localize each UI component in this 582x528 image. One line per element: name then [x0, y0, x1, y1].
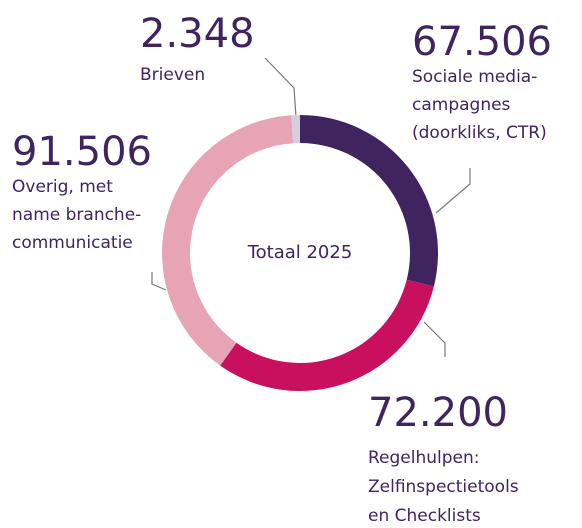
slice: [300, 115, 438, 287]
slice: [162, 115, 294, 366]
slice: [220, 279, 434, 391]
leader-line: [151, 272, 167, 291]
category-label: name branche-: [12, 205, 141, 225]
category-label: Sociale media-: [412, 67, 537, 87]
leader-line: [435, 168, 471, 214]
value-label: 2.348: [140, 11, 255, 57]
category-label: en Checklists: [368, 506, 481, 526]
category-label: Regelhulpen:: [368, 448, 480, 468]
value-label: 72.200: [368, 390, 508, 436]
value-label: 91.506: [12, 129, 152, 175]
leader-line: [423, 321, 446, 357]
category-label: Overig, met: [12, 177, 113, 197]
value-label: 67.506: [412, 19, 552, 65]
category-label: Zelfinspectietools: [368, 477, 519, 497]
category-label: Brieven: [140, 65, 205, 85]
center-label: Totaal 2025: [247, 242, 353, 263]
category-label: communicatie: [12, 233, 133, 253]
slice: [291, 115, 300, 144]
leader-line: [264, 57, 297, 118]
category-label: campagnes: [412, 95, 511, 115]
category-label: (doorkliks, CTR): [412, 123, 547, 143]
